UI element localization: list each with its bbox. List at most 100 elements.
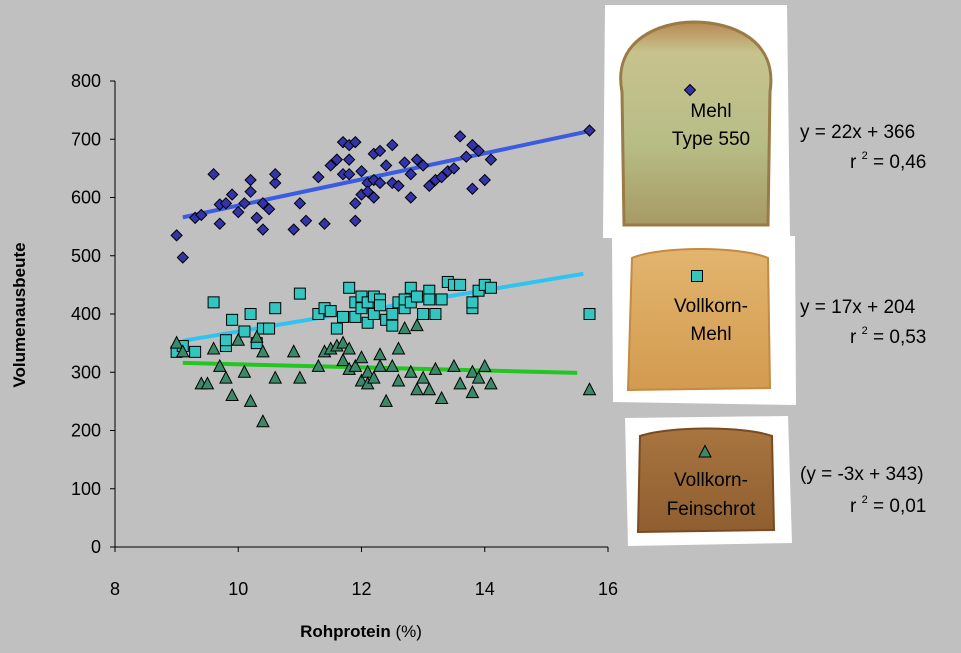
data-point <box>386 138 399 152</box>
data-point <box>244 185 257 198</box>
data-point <box>422 382 437 396</box>
data-point <box>293 370 307 384</box>
data-point <box>373 347 387 361</box>
data-point <box>200 376 215 390</box>
y-tick-label: 100 <box>71 479 101 499</box>
series-name-line: Feinschrot <box>667 499 756 520</box>
series-equation: y = 17x + 204 <box>800 297 916 318</box>
series-r-squared: r 2 = 0,01 <box>850 494 926 517</box>
y-axis-title: Volumenausbeute <box>10 242 29 387</box>
data-point <box>386 319 399 332</box>
data-point <box>466 182 479 195</box>
data-point <box>423 293 436 306</box>
x-tick-label: 8 <box>110 579 120 599</box>
series-name-line: Vollkorn- <box>674 296 748 317</box>
data-point <box>465 364 480 378</box>
y-tick-label: 200 <box>71 421 101 441</box>
y-tick-label: 400 <box>71 304 101 324</box>
data-point <box>373 176 387 190</box>
data-point <box>348 358 363 372</box>
data-point <box>343 281 356 294</box>
data-point <box>349 197 362 210</box>
y-tick-label: 600 <box>71 188 101 208</box>
data-point <box>471 370 486 384</box>
data-point <box>392 179 405 193</box>
data-point <box>189 345 202 358</box>
legend-marker <box>698 444 712 458</box>
data-point <box>367 370 381 384</box>
data-point <box>336 335 350 349</box>
data-point <box>423 179 436 193</box>
data-point <box>225 188 239 201</box>
data-point <box>212 358 227 372</box>
data-point <box>349 310 362 323</box>
data-point <box>176 251 189 264</box>
data-point <box>361 185 374 198</box>
y-tick-label: 800 <box>71 71 101 91</box>
data-point <box>434 390 449 404</box>
data-point <box>324 305 337 318</box>
data-point <box>391 373 406 387</box>
data-point <box>250 211 263 225</box>
data-point <box>460 150 473 163</box>
data-point <box>403 364 418 378</box>
data-point <box>342 153 356 166</box>
data-point <box>484 376 498 390</box>
data-point <box>354 350 369 364</box>
data-point <box>367 308 380 320</box>
data-point <box>175 344 190 358</box>
data-point <box>269 302 282 315</box>
data-point <box>379 159 393 172</box>
data-point <box>410 382 424 396</box>
data-point <box>361 316 374 329</box>
bread-image-vollkorn-mehl <box>612 233 796 405</box>
data-point <box>355 165 368 178</box>
data-point <box>219 370 233 384</box>
trend-line <box>182 129 590 220</box>
data-point <box>244 308 257 320</box>
series-name-line: Type 550 <box>672 129 750 150</box>
bread-image-mehl <box>603 5 790 240</box>
data-point <box>263 322 276 335</box>
data-point <box>404 281 417 294</box>
y-tick-label: 500 <box>71 246 101 266</box>
series-equation: (y = -3x + 343) <box>800 464 924 485</box>
data-point <box>238 197 251 210</box>
data-point <box>397 320 412 335</box>
data-point <box>219 334 232 347</box>
data-point <box>213 217 226 230</box>
data-point <box>477 358 492 372</box>
data-point <box>466 296 479 309</box>
data-point <box>256 223 270 236</box>
y-tick-label: 300 <box>71 362 101 382</box>
data-point <box>428 361 443 375</box>
series-name-line: Vollkorn- <box>674 470 748 491</box>
data-point <box>256 344 270 358</box>
data-point <box>324 159 337 172</box>
data-point <box>318 217 331 230</box>
data-point <box>454 278 467 291</box>
series-name-line: Mehl <box>690 324 731 345</box>
data-point <box>293 287 306 300</box>
x-axis-title: Rohprotein (%) <box>300 622 422 641</box>
legend-marker <box>683 83 697 97</box>
data-point <box>435 170 448 184</box>
data-point <box>472 144 485 158</box>
data-point <box>287 223 300 236</box>
data-point <box>416 159 430 172</box>
data-point <box>349 214 362 228</box>
data-point <box>342 167 356 181</box>
data-point <box>385 358 400 372</box>
data-point <box>484 153 498 166</box>
data-point <box>404 191 418 204</box>
data-point <box>262 202 276 216</box>
data-point <box>453 376 467 390</box>
data-point <box>169 335 184 349</box>
data-point <box>232 205 245 219</box>
data-point <box>453 130 467 143</box>
data-point <box>410 318 424 332</box>
data-point <box>256 414 270 428</box>
data-point <box>244 173 257 187</box>
data-point <box>484 281 497 294</box>
legend-marker <box>691 270 703 282</box>
